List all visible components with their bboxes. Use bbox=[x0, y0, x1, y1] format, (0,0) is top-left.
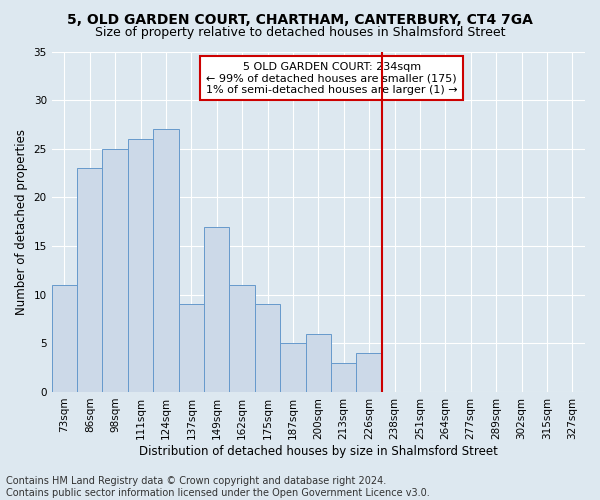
Bar bbox=[153, 130, 179, 392]
Bar bbox=[77, 168, 103, 392]
Bar bbox=[204, 226, 229, 392]
Bar bbox=[103, 149, 128, 392]
Bar bbox=[128, 139, 153, 392]
Y-axis label: Number of detached properties: Number of detached properties bbox=[15, 128, 28, 314]
Bar bbox=[52, 285, 77, 392]
Text: Size of property relative to detached houses in Shalmsford Street: Size of property relative to detached ho… bbox=[95, 26, 505, 39]
X-axis label: Distribution of detached houses by size in Shalmsford Street: Distribution of detached houses by size … bbox=[139, 444, 498, 458]
Bar bbox=[229, 285, 255, 392]
Bar bbox=[331, 363, 356, 392]
Text: Contains HM Land Registry data © Crown copyright and database right 2024.
Contai: Contains HM Land Registry data © Crown c… bbox=[6, 476, 430, 498]
Bar bbox=[305, 334, 331, 392]
Text: 5 OLD GARDEN COURT: 234sqm
← 99% of detached houses are smaller (175)
1% of semi: 5 OLD GARDEN COURT: 234sqm ← 99% of deta… bbox=[206, 62, 457, 95]
Bar bbox=[280, 344, 305, 392]
Bar bbox=[179, 304, 204, 392]
Bar bbox=[255, 304, 280, 392]
Text: 5, OLD GARDEN COURT, CHARTHAM, CANTERBURY, CT4 7GA: 5, OLD GARDEN COURT, CHARTHAM, CANTERBUR… bbox=[67, 12, 533, 26]
Bar bbox=[356, 353, 382, 392]
